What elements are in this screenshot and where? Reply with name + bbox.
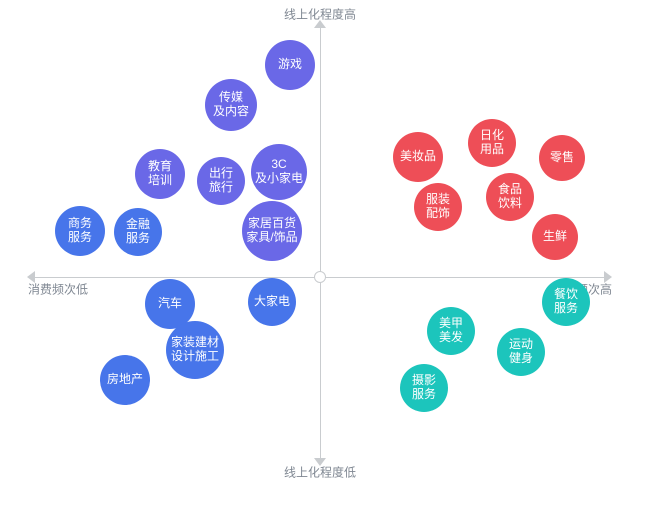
bubble-dining: 餐饮 服务 [542, 278, 590, 326]
bubble-biz-services: 商务 服务 [55, 206, 105, 256]
bubble-education: 教育 培训 [135, 149, 185, 199]
bubble-home-renovation: 家装建材 设计施工 [166, 321, 224, 379]
origin-marker [314, 271, 326, 283]
bubble-home-furniture: 家居百货 家具/饰品 [242, 201, 302, 261]
bubble-travel: 出行 旅行 [197, 157, 245, 205]
bubble-finance: 金融 服务 [114, 208, 162, 256]
y-axis [320, 26, 321, 460]
axis-label-left: 消费频次低 [28, 281, 88, 298]
bubble-food-bev: 食品 饮料 [486, 173, 534, 221]
quadrant-chart: 线上化程度高线上化程度低消费频次低消费频次高游戏传媒 及内容3C 及小家电教育 … [0, 0, 646, 505]
bubble-retail: 零售 [539, 135, 585, 181]
bubble-fresh-food: 生鲜 [532, 214, 578, 260]
bubble-daily-goods: 日化 用品 [468, 119, 516, 167]
bubble-apparel: 服装 配饰 [414, 183, 462, 231]
bubble-fitness: 运动 健身 [497, 328, 545, 376]
bubble-beauty-products: 美妆品 [393, 132, 443, 182]
bubble-nails-hair: 美甲 美发 [427, 307, 475, 355]
axis-label-top: 线上化程度高 [284, 6, 356, 23]
bubble-big-appliance: 大家电 [248, 278, 296, 326]
bubble-media-content: 传媒 及内容 [205, 79, 257, 131]
bubble-3c-small-appl: 3C 及小家电 [251, 144, 307, 200]
bubble-photo-services: 摄影 服务 [400, 364, 448, 412]
bubble-games: 游戏 [265, 40, 315, 90]
axis-label-bottom: 线上化程度低 [284, 464, 356, 481]
bubble-realestate: 房地产 [100, 355, 150, 405]
